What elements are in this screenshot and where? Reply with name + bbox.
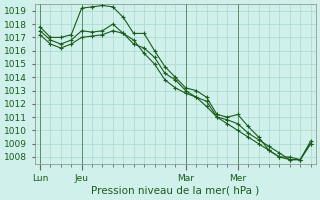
X-axis label: Pression niveau de la mer( hPa ): Pression niveau de la mer( hPa ): [91, 186, 260, 196]
